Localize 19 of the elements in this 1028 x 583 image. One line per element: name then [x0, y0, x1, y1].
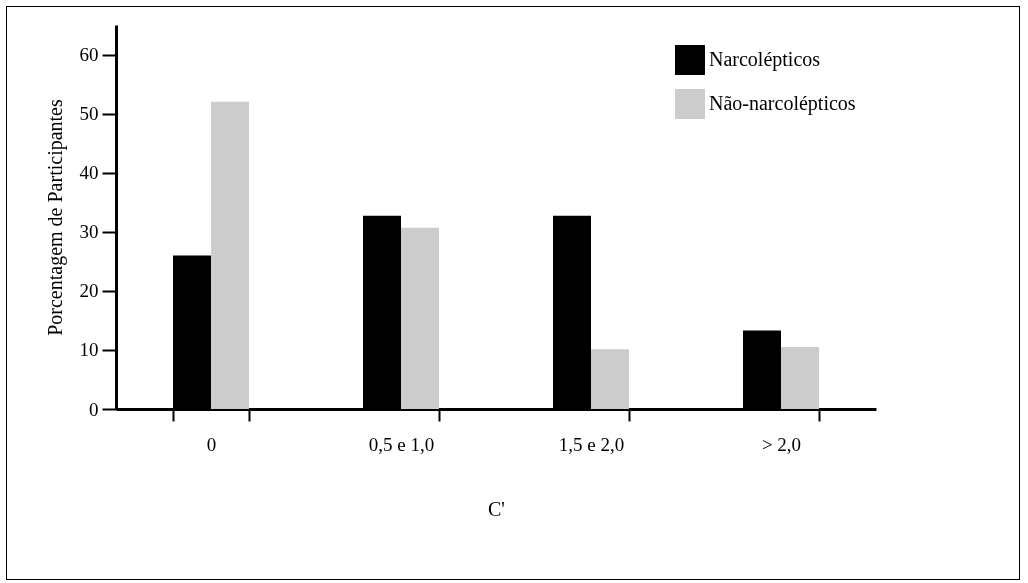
- y-tick-label: 20: [79, 280, 99, 302]
- y-tick-label: 40: [79, 162, 99, 184]
- bar: [401, 227, 439, 409]
- bar: [781, 346, 819, 409]
- y-tick-label: 0: [89, 398, 99, 420]
- x-tick-label: > 2,0: [761, 433, 802, 455]
- x-axis-title: C': [488, 497, 505, 520]
- legend-label: Não-narcolépticos: [709, 92, 856, 115]
- x-tick-label: 0: [206, 433, 217, 455]
- y-tick-label: 10: [79, 339, 99, 361]
- y-tick-label: 30: [79, 221, 99, 243]
- y-tick-label: 60: [79, 44, 99, 66]
- y-tick-label: 50: [79, 103, 99, 125]
- bar: [211, 101, 249, 409]
- bar: [591, 349, 629, 409]
- x-tick-label: 0,5 e 1,0: [368, 433, 435, 455]
- legend-label: Narcolépticos: [709, 48, 821, 71]
- x-tick-label: 1,5 e 2,0: [558, 433, 625, 455]
- y-axis-title: Porcentagem de Participantes: [43, 99, 67, 336]
